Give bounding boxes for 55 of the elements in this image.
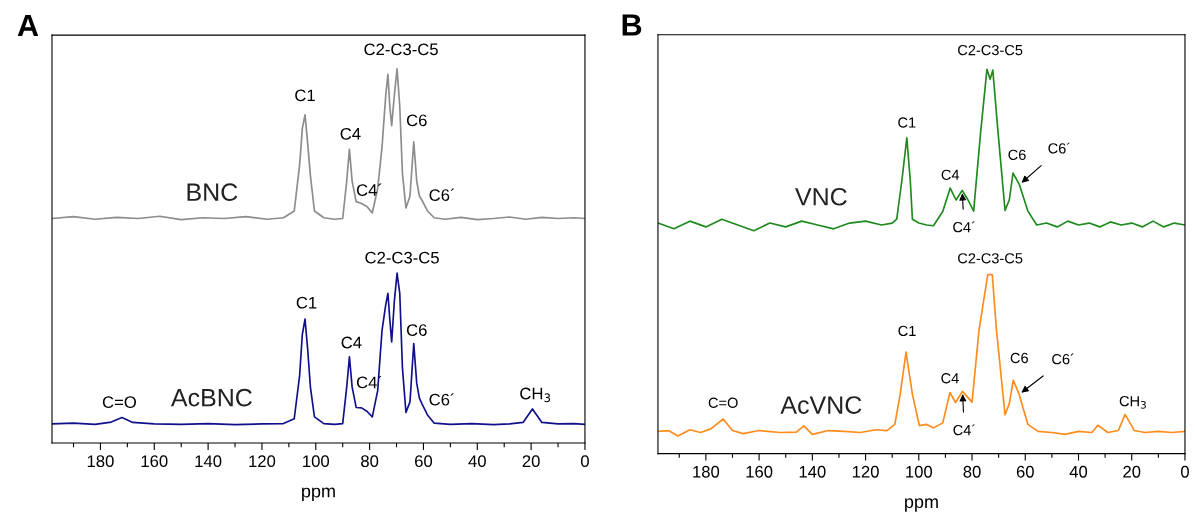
annotation: C6´ (429, 188, 455, 201)
annotation: C1 (295, 89, 315, 102)
annotation: CH$_{3}$ (520, 387, 551, 403)
series-label: VNC (795, 187, 847, 206)
series-label: AcVNC (780, 396, 862, 414)
x-tick-label: 60 (1016, 465, 1034, 478)
annotation: C6 (406, 324, 427, 336)
annotation: C6´ (1048, 142, 1070, 154)
annotation: C2-C3-C5 (958, 44, 1023, 56)
annotation: C=O (708, 397, 738, 408)
x-tick-label: 180 (693, 465, 720, 478)
annotation: C4´ (953, 424, 975, 436)
x-tick-label: 100 (906, 465, 933, 478)
x-tick-label: 100 (303, 455, 330, 468)
x-axis-title: ppm (905, 498, 938, 512)
annotation: C6´ (1052, 353, 1074, 365)
series-label: AcBNC (170, 388, 252, 407)
annotation: CH$_{3}$ (1119, 395, 1146, 409)
x-tick-label: 140 (799, 465, 826, 478)
annotation: C1 (296, 296, 317, 309)
x-tick-label: 0 (1180, 465, 1189, 478)
annotation: C2-C3-C5 (365, 251, 439, 264)
annotation: C4´ (356, 183, 382, 196)
annotation: C4 (341, 336, 362, 349)
annotation: C1 (898, 325, 916, 337)
annotation: C6 (1008, 149, 1026, 161)
x-tick-label: 120 (249, 455, 276, 468)
x-tick-label: 120 (852, 465, 879, 478)
chart-title: B (622, 14, 642, 36)
x-tick-label: 160 (746, 465, 773, 478)
series-label: BNC (187, 183, 238, 202)
x-tick-label: 40 (468, 455, 486, 468)
annotation: C6 (406, 114, 427, 127)
annotation: C4 (941, 169, 960, 180)
x-tick-label: 80 (963, 465, 981, 478)
chart-title: A (17, 15, 39, 37)
x-tick-label: 140 (195, 455, 222, 468)
x-tick-label: 0 (580, 455, 589, 468)
annotation: C4´ (953, 221, 975, 233)
x-tick-label: 160 (141, 455, 168, 468)
x-tick-label: 80 (361, 455, 379, 468)
x-tick-label: 40 (1069, 465, 1088, 478)
annotation: C6 (1010, 352, 1028, 364)
x-tick-label: 60 (415, 455, 433, 468)
annotation: C2-C3-C5 (364, 43, 438, 56)
x-tick-label: 20 (1123, 465, 1141, 478)
annotation: C4 (941, 373, 959, 384)
x-tick-label: 20 (522, 455, 540, 468)
annotation: C4 (340, 127, 361, 140)
x-axis-title: ppm (302, 487, 335, 502)
annotation: C6´ (429, 393, 455, 406)
x-tick-label: 180 (87, 455, 114, 468)
annotation: C=O (102, 396, 136, 409)
annotation: C1 (898, 117, 916, 128)
annotation: C2-C3-C5 (958, 253, 1023, 264)
